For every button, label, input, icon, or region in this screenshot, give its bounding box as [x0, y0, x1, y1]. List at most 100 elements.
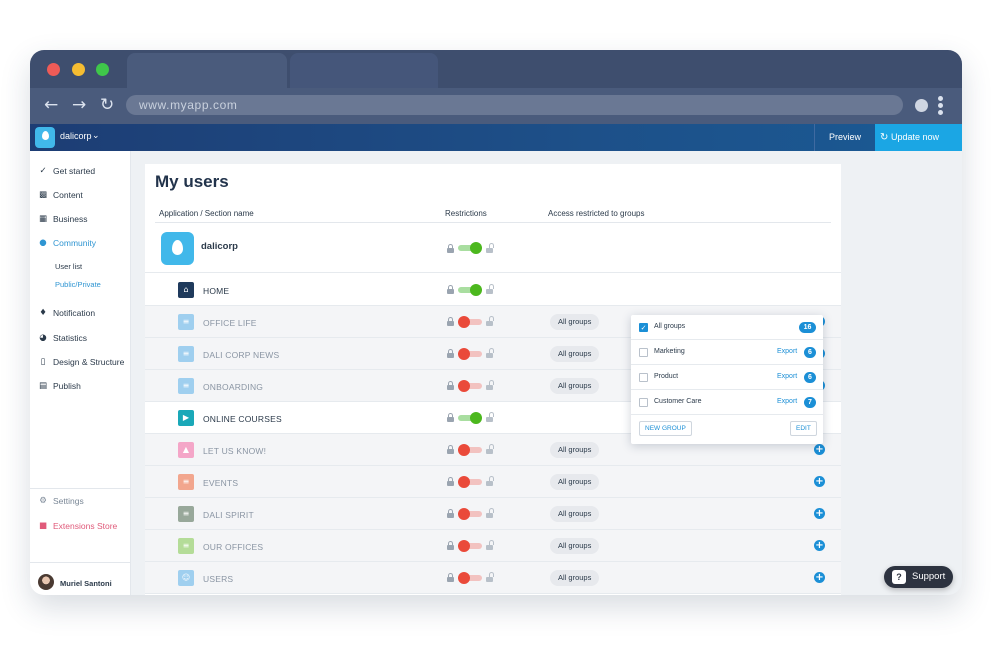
group-label: Marketing [654, 348, 685, 355]
groups-selector[interactable]: All groups [550, 314, 600, 330]
profile-icon[interactable] [915, 99, 928, 112]
sidebar-item-notification[interactable]: ♦ Notification [38, 308, 95, 318]
lock-icon [447, 413, 454, 422]
browser-tab-active[interactable] [127, 53, 287, 88]
app-header: dalicorp ⌄ Preview ↻ Update now [30, 124, 962, 151]
preview-button[interactable]: Preview [814, 124, 875, 151]
maximize-window-button[interactable] [96, 63, 109, 76]
group-checkbox[interactable] [639, 398, 648, 407]
table-row[interactable]: ≡ DALI SPIRIT All groups + [145, 498, 841, 530]
group-checkbox[interactable] [639, 373, 648, 382]
restriction-toggle[interactable] [458, 572, 482, 584]
sidebar-item-label: Publish [53, 381, 81, 391]
sidebar-subitem-user-list[interactable]: User list [55, 262, 83, 271]
forward-arrow-icon[interactable]: → [72, 95, 87, 115]
export-link[interactable]: Export [777, 373, 798, 380]
groups-selector[interactable]: All groups [550, 346, 600, 362]
org-switcher-label[interactable]: dalicorp [60, 131, 92, 141]
restriction-toggle[interactable] [458, 242, 482, 254]
sidebar-item-settings[interactable]: ⚙ Settings [38, 496, 84, 506]
groups-selector[interactable]: All groups [550, 378, 600, 394]
browser-tab[interactable] [290, 53, 438, 88]
sidebar-item-label: Statistics [53, 333, 88, 343]
page-icon: ≡ [178, 378, 194, 394]
more-menu-icon[interactable] [938, 96, 944, 117]
restriction-toggle[interactable] [458, 476, 482, 488]
update-now-button[interactable]: ↻ Update now [875, 124, 962, 151]
restriction-toggle[interactable] [458, 284, 482, 296]
group-checkbox[interactable]: ✓ [639, 323, 648, 332]
sidebar-divider [30, 562, 131, 563]
new-group-button[interactable]: NEW GROUP [639, 421, 692, 436]
lock-icon [447, 349, 454, 358]
sidebar-item-business[interactable]: ▦ Business [38, 214, 88, 224]
page-icon: ≡ [178, 474, 194, 490]
section-name: HOME [203, 286, 230, 296]
restriction-toggle[interactable] [458, 540, 482, 552]
restriction-toggle[interactable] [458, 348, 482, 360]
export-link[interactable]: Export [777, 348, 798, 355]
back-arrow-icon[interactable]: ← [44, 95, 59, 115]
groups-selector[interactable]: All groups [550, 474, 600, 490]
group-option[interactable]: Product Export 6 [631, 365, 823, 390]
table-row[interactable]: ⌂ HOME [145, 274, 841, 306]
restriction-toggle[interactable] [458, 444, 482, 456]
sidebar-item-label: Settings [53, 496, 84, 506]
groups-selector[interactable]: All groups [550, 570, 600, 586]
sidebar-item-label: Content [53, 190, 83, 200]
support-button[interactable]: ? Support [884, 566, 953, 588]
sidebar-item-community[interactable]: ● Community [38, 238, 96, 248]
sidebar-subitem-public-private[interactable]: Public/Private [55, 280, 101, 289]
app-name: dalicorp [201, 241, 238, 252]
column-header-groups: Access restricted to groups [548, 209, 645, 218]
app-logo-icon [35, 127, 55, 148]
sidebar-item-get-started[interactable]: ✓ Get started [38, 166, 95, 176]
restriction-toggle[interactable] [458, 316, 482, 328]
browser-toolbar: ← → ↻ www.myapp.com [30, 88, 962, 124]
page-icon: ≡ [178, 346, 194, 362]
add-group-icon[interactable]: + [814, 540, 825, 551]
close-window-button[interactable] [47, 63, 60, 76]
export-link[interactable]: Export [777, 398, 798, 405]
group-option[interactable]: Customer Care Export 7 [631, 390, 823, 415]
restriction-toggle[interactable] [458, 508, 482, 520]
sidebar-item-statistics[interactable]: ◕ Statistics [38, 333, 87, 343]
restriction-toggle[interactable] [458, 412, 482, 424]
group-checkbox[interactable] [639, 348, 648, 357]
groups-selector[interactable]: All groups [550, 538, 600, 554]
lock-icon [447, 541, 454, 550]
sidebar-item-content[interactable]: ▩ Content [38, 190, 83, 200]
minimize-window-button[interactable] [72, 63, 85, 76]
group-option[interactable]: ✓ All groups 16 [631, 315, 823, 340]
table-row[interactable]: ≡ OUR OFFICES All groups + [145, 530, 841, 562]
table-row[interactable]: ☺ USERS All groups + [145, 562, 841, 594]
reload-icon[interactable]: ↻ [100, 95, 115, 115]
unlock-icon [486, 380, 494, 390]
lock-icon [447, 244, 454, 253]
sidebar-item-extensions-store[interactable]: ■ Extensions Store [38, 521, 117, 531]
avatar[interactable] [38, 574, 54, 590]
group-count-badge: 7 [804, 397, 816, 408]
table-row[interactable]: ≡ EVENTS All groups + [145, 466, 841, 498]
unlock-icon [486, 243, 494, 253]
add-group-icon[interactable]: + [814, 572, 825, 583]
sidebar-item-design-structure[interactable]: ▯ Design & Structure [38, 357, 125, 367]
restriction-toggle[interactable] [458, 380, 482, 392]
sidebar-item-publish[interactable]: ▤ Publish [38, 381, 81, 391]
user-name[interactable]: Muriel Santoni [60, 579, 112, 588]
add-group-icon[interactable]: + [814, 444, 825, 455]
address-bar[interactable]: www.myapp.com [126, 95, 903, 115]
update-now-label: Update now [891, 132, 940, 142]
group-option[interactable]: Marketing Export 6 [631, 340, 823, 365]
unlock-icon [486, 316, 494, 326]
section-name: OFFICE LIFE [203, 318, 257, 328]
groups-selector[interactable]: All groups [550, 442, 600, 458]
add-group-icon[interactable]: + [814, 476, 825, 487]
phone-icon: ▯ [40, 357, 46, 367]
groups-selector[interactable]: All groups [550, 506, 600, 522]
lock-icon [447, 477, 454, 486]
edit-groups-button[interactable]: EDIT [790, 421, 817, 436]
lock-icon [447, 509, 454, 518]
add-group-icon[interactable]: + [814, 508, 825, 519]
chevron-down-icon[interactable]: ⌄ [92, 130, 100, 140]
